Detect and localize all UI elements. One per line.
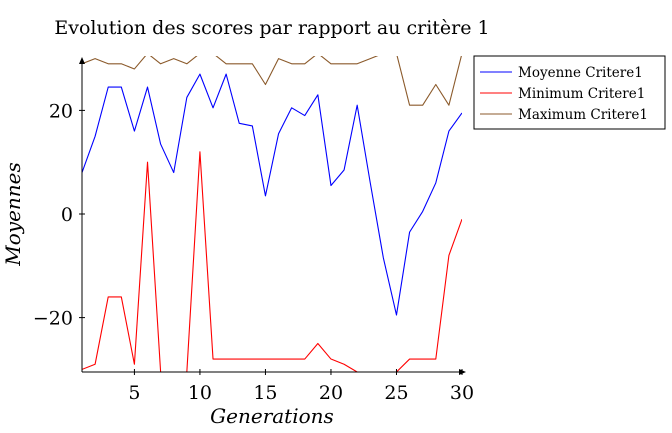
series-line-2 bbox=[82, 151, 462, 372]
x-tick-label: 15 bbox=[253, 382, 277, 404]
x-tick-label: 25 bbox=[384, 382, 408, 404]
y-tick-label: 20 bbox=[49, 100, 73, 122]
x-tick-label: 10 bbox=[188, 382, 212, 404]
y-axis-arrowhead bbox=[79, 57, 85, 64]
x-tick-label: 30 bbox=[450, 382, 474, 404]
legend-label: Maximum Critere1 bbox=[518, 107, 648, 123]
y-tick-label: −20 bbox=[33, 308, 73, 330]
legend-entries: Moyenne Critere1 Minimum Critere1 Maximum … bbox=[480, 65, 648, 123]
x-tick-label: 5 bbox=[128, 382, 140, 404]
y-tick-label: 0 bbox=[61, 204, 73, 226]
ticks-layer: 5 10 15 20 25 30 −20 0 20 bbox=[33, 100, 474, 404]
x-tick-label: 20 bbox=[319, 382, 343, 404]
series-line-1 bbox=[82, 73, 462, 316]
legend-label: Moyenne Critere1 bbox=[518, 65, 643, 81]
legend-label: Minimum Critere1 bbox=[518, 86, 645, 102]
series-layer bbox=[82, 56, 462, 372]
x-axis-label: Generations bbox=[210, 404, 334, 428]
chart-title: Evolution des scores par rapport au crit… bbox=[54, 17, 489, 39]
series-line-3 bbox=[82, 56, 462, 106]
legend: Moyenne Critere1 Minimum Critere1 Maximum … bbox=[473, 55, 666, 130]
y-axis-label: Moyennes bbox=[1, 162, 25, 267]
